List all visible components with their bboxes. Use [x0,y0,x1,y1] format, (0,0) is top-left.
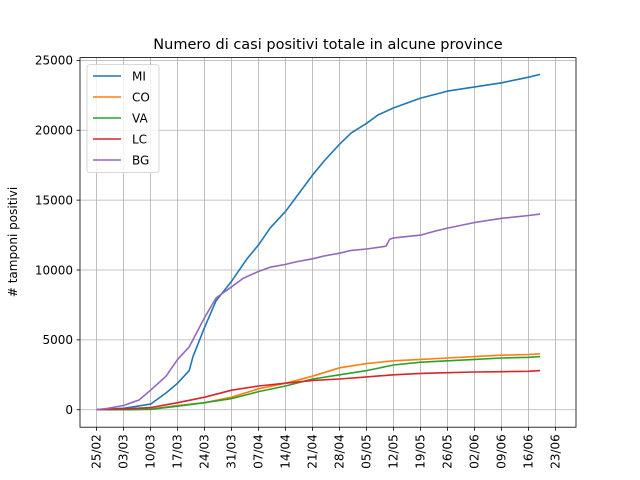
x-axis: 25/02 03/03 10/03 17/03 24/03 31/03 07/04 14/04… [90,427,563,469]
x-tick-label: 10/03 [144,434,158,469]
legend-label-lc: LC [132,133,147,147]
legend-label-va: VA [132,112,148,126]
series-line-lc [96,369,541,411]
series-line-va [96,355,541,411]
legend-label-co: CO [132,91,150,105]
y-tick-label: 10000 [35,263,73,277]
grid [80,57,576,428]
x-tick-label: 17/03 [171,434,185,469]
x-tick-label: 03/03 [117,434,131,469]
y-tick-label: 20000 [35,124,73,138]
x-tick-label: 19/05 [414,434,428,469]
y-tick-label: 0 [65,403,73,417]
y-tick-label: 5000 [42,333,73,347]
series-lines [96,73,541,411]
x-tick-label: 16/06 [522,434,536,469]
y-tick-label: 15000 [35,193,73,207]
x-tick-label: 14/04 [279,434,293,469]
x-tick-label: 26/05 [441,434,455,469]
series-line-co [96,353,541,411]
legend: MI CO VA LC BG [86,64,160,173]
x-tick-label: 21/04 [306,434,320,469]
x-tick-label: 31/03 [225,434,239,469]
x-tick-label: 12/05 [387,434,401,469]
x-tick-label: 09/06 [495,434,509,469]
x-tick-label: 05/05 [360,434,374,469]
y-axis-label: # tamponi positivi [6,187,20,297]
legend-box [86,64,160,173]
x-tick-label: 28/04 [333,434,347,469]
series-line-mi [96,73,541,411]
legend-label-mi: MI [132,70,146,84]
x-tick-label: 07/04 [252,434,266,469]
x-tick-label: 24/03 [198,434,212,469]
chart-title: Numero di casi positivi totale in alcune… [153,37,502,53]
x-tick-label: 02/06 [468,434,482,469]
series-line-bg [96,213,541,411]
x-tick-label: 25/02 [90,434,104,469]
y-tick-label: 25000 [35,54,73,68]
plot-frame [79,57,577,428]
legend-label-bg: BG [132,154,149,168]
y-axis: 0 5000 10000 15000 20000 25000 [35,54,80,417]
x-tick-label: 23/06 [549,434,563,469]
